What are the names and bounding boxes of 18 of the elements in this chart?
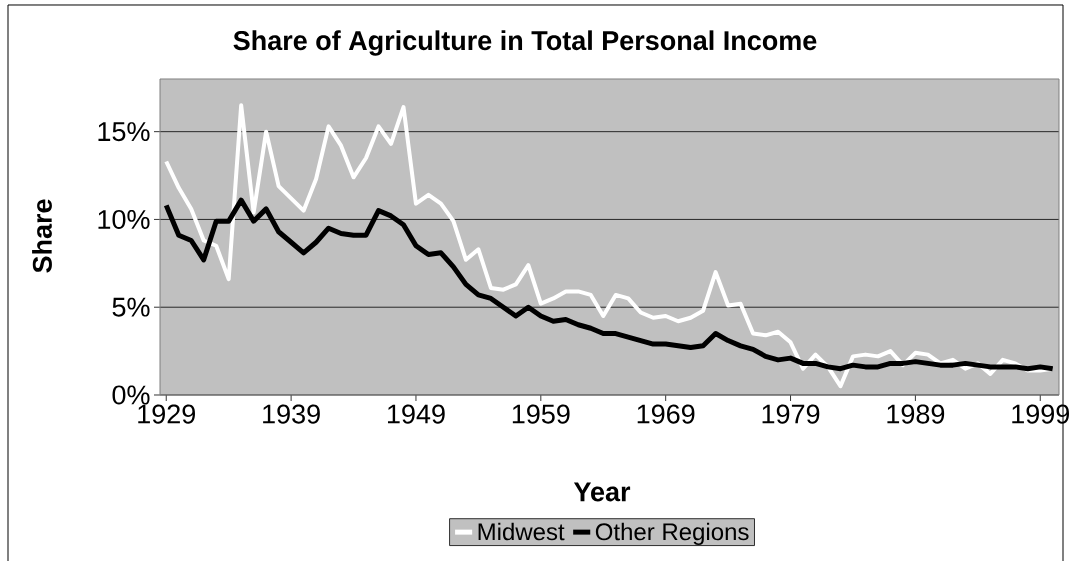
x-tick-label: 1949 bbox=[387, 404, 445, 424]
y-tick-label: 10% bbox=[98, 209, 150, 229]
y-tick-label: 15% bbox=[98, 122, 150, 142]
x-tick-label: 1989 bbox=[887, 404, 945, 424]
x-tick-label: 1999 bbox=[1012, 404, 1069, 424]
x-tick-label: 1969 bbox=[637, 404, 695, 424]
y-tick-label: 5% bbox=[112, 297, 150, 317]
legend-label: Other Regions bbox=[595, 522, 749, 546]
legend-label: Midwest bbox=[478, 522, 565, 541]
x-tick-label: 1939 bbox=[263, 404, 320, 424]
y-axis-title: Share bbox=[32, 199, 52, 273]
line-series bbox=[164, 103, 1055, 389]
chart-title: Share of Agriculture in Total Personal Income bbox=[233, 30, 817, 56]
x-tick-label: 1979 bbox=[762, 404, 820, 424]
x-axis-title: Year bbox=[573, 482, 631, 502]
y-tick-label: 0% bbox=[112, 385, 150, 405]
x-tick-label: 1959 bbox=[512, 404, 570, 424]
x-tick-label: 1929 bbox=[138, 404, 195, 424]
